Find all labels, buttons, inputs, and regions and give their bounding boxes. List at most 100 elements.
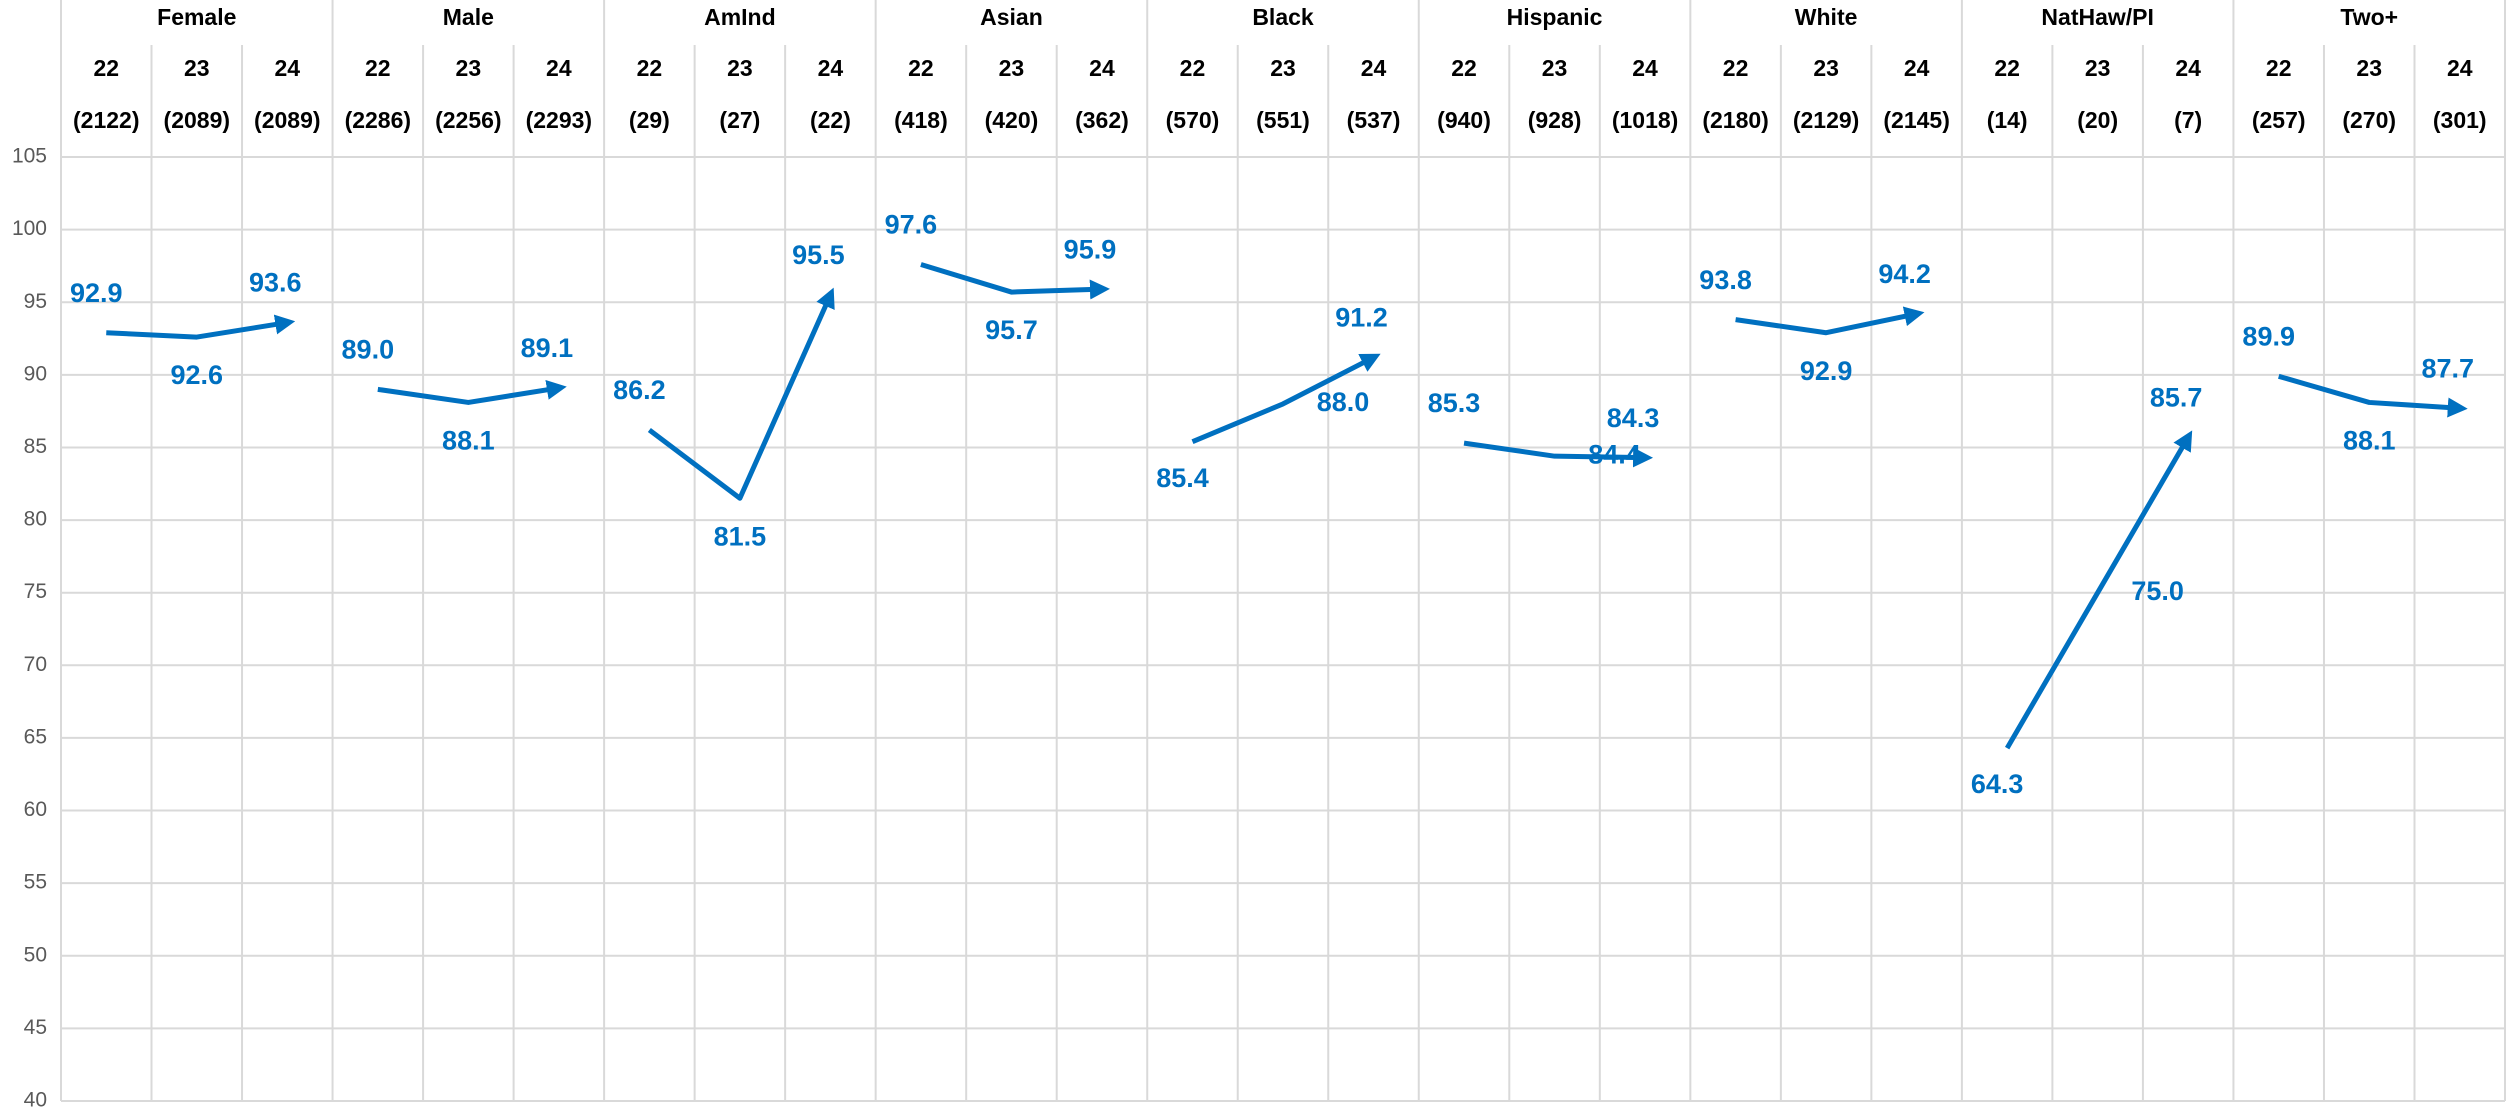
- value-label: 95.5: [792, 240, 845, 270]
- year-label: 24: [274, 55, 300, 81]
- year-label: 22: [1451, 55, 1477, 81]
- year-label: 23: [1813, 55, 1839, 81]
- value-label: 85.7: [2150, 382, 2203, 412]
- group-name: Female: [157, 4, 236, 30]
- count-label: (362): [1075, 107, 1129, 133]
- y-tick-label: 45: [24, 1016, 47, 1039]
- value-label: 95.7: [985, 315, 1038, 345]
- count-label: (270): [2342, 107, 2396, 133]
- group-name: NatHaw/PI: [2041, 4, 2153, 30]
- year-label: 22: [637, 55, 663, 81]
- count-label: (7): [2174, 107, 2202, 133]
- value-label: 92.6: [170, 360, 223, 390]
- value-label: 84.4: [1588, 439, 1641, 469]
- trend-line: [647, 287, 835, 501]
- y-tick-label: 55: [24, 871, 47, 894]
- value-label: 92.9: [1800, 356, 1853, 386]
- group-name: White: [1795, 4, 1858, 30]
- year-label: 24: [818, 55, 844, 81]
- count-label: (551): [1256, 107, 1310, 133]
- y-tick-label: 65: [24, 725, 47, 748]
- trend-line: [377, 379, 567, 405]
- count-label: (2129): [1793, 107, 1859, 133]
- count-label: (2089): [254, 107, 320, 133]
- y-tick-label: 95: [24, 290, 47, 313]
- value-label: 84.3: [1607, 403, 1660, 433]
- group-name: Hispanic: [1507, 4, 1603, 30]
- count-label: (22): [810, 107, 851, 133]
- group-name: Male: [443, 4, 494, 30]
- count-label: (2293): [526, 107, 592, 133]
- trend-line: [1735, 306, 1925, 336]
- trend-line: [920, 262, 1110, 300]
- count-label: (257): [2252, 107, 2306, 133]
- count-label: (420): [985, 107, 1039, 133]
- count-label: (27): [719, 107, 760, 133]
- value-label: 94.2: [1878, 259, 1931, 289]
- value-label: 81.5: [714, 521, 767, 551]
- year-label: 23: [456, 55, 482, 81]
- y-tick-label: 100: [12, 217, 47, 240]
- trend-line: [2278, 373, 2468, 418]
- value-label: 89.1: [521, 333, 574, 363]
- y-tick-label: 85: [24, 435, 47, 458]
- year-label: 22: [908, 55, 934, 81]
- value-label: 75.0: [2131, 576, 2184, 606]
- value-label: 85.4: [1156, 463, 1209, 493]
- year-label: 22: [2266, 55, 2292, 81]
- year-label: 23: [184, 55, 210, 81]
- count-label: (301): [2433, 107, 2487, 133]
- count-label: (2180): [1702, 107, 1768, 133]
- value-label: 85.3: [1428, 388, 1481, 418]
- y-tick-label: 90: [24, 362, 47, 385]
- count-label: (20): [2077, 107, 2118, 133]
- trend-line: [1463, 440, 1654, 468]
- year-label: 22: [365, 55, 391, 81]
- value-label: 89.9: [2242, 321, 2295, 351]
- count-label: (537): [1347, 107, 1401, 133]
- value-label: 86.2: [613, 375, 666, 405]
- count-label: (940): [1437, 107, 1491, 133]
- year-label: 22: [1994, 55, 2020, 81]
- year-label: 23: [2085, 55, 2111, 81]
- value-label: 93.8: [1699, 265, 1752, 295]
- year-label: 24: [2175, 55, 2201, 81]
- value-label: 88.1: [442, 426, 495, 456]
- count-label: (570): [1166, 107, 1220, 133]
- value-label: 87.7: [2421, 353, 2474, 383]
- year-label: 23: [727, 55, 753, 81]
- year-label: 22: [1723, 55, 1749, 81]
- count-label: (2089): [164, 107, 230, 133]
- group-name: Two+: [2340, 4, 2398, 30]
- count-label: (14): [1987, 107, 2028, 133]
- year-label: 22: [93, 55, 119, 81]
- year-label: 24: [1361, 55, 1387, 81]
- year-label: 24: [1632, 55, 1658, 81]
- group-name: Black: [1252, 4, 1314, 30]
- year-label: 23: [2356, 55, 2382, 81]
- y-tick-label: 40: [24, 1089, 47, 1110]
- count-label: (2256): [435, 107, 501, 133]
- year-label: 24: [2447, 55, 2473, 81]
- count-label: (928): [1528, 107, 1582, 133]
- year-label: 23: [1270, 55, 1296, 81]
- year-label: 22: [1180, 55, 1206, 81]
- trend-line: [1191, 353, 1381, 444]
- y-tick-label: 60: [24, 798, 47, 821]
- value-label: 88.1: [2343, 426, 2396, 456]
- y-tick-label: 50: [24, 943, 47, 966]
- trend-line: [2004, 430, 2193, 750]
- value-label: 89.0: [342, 334, 395, 364]
- year-label: 23: [999, 55, 1025, 81]
- count-label: (29): [629, 107, 670, 133]
- group-name: AmInd: [704, 4, 776, 30]
- count-label: (418): [894, 107, 948, 133]
- year-label: 24: [1904, 55, 1930, 81]
- count-label: (1018): [1612, 107, 1678, 133]
- y-tick-label: 80: [24, 508, 47, 531]
- year-label: 24: [1089, 55, 1115, 81]
- value-label: 93.6: [249, 268, 302, 298]
- year-label: 23: [1542, 55, 1568, 81]
- value-label: 64.3: [1971, 769, 2024, 799]
